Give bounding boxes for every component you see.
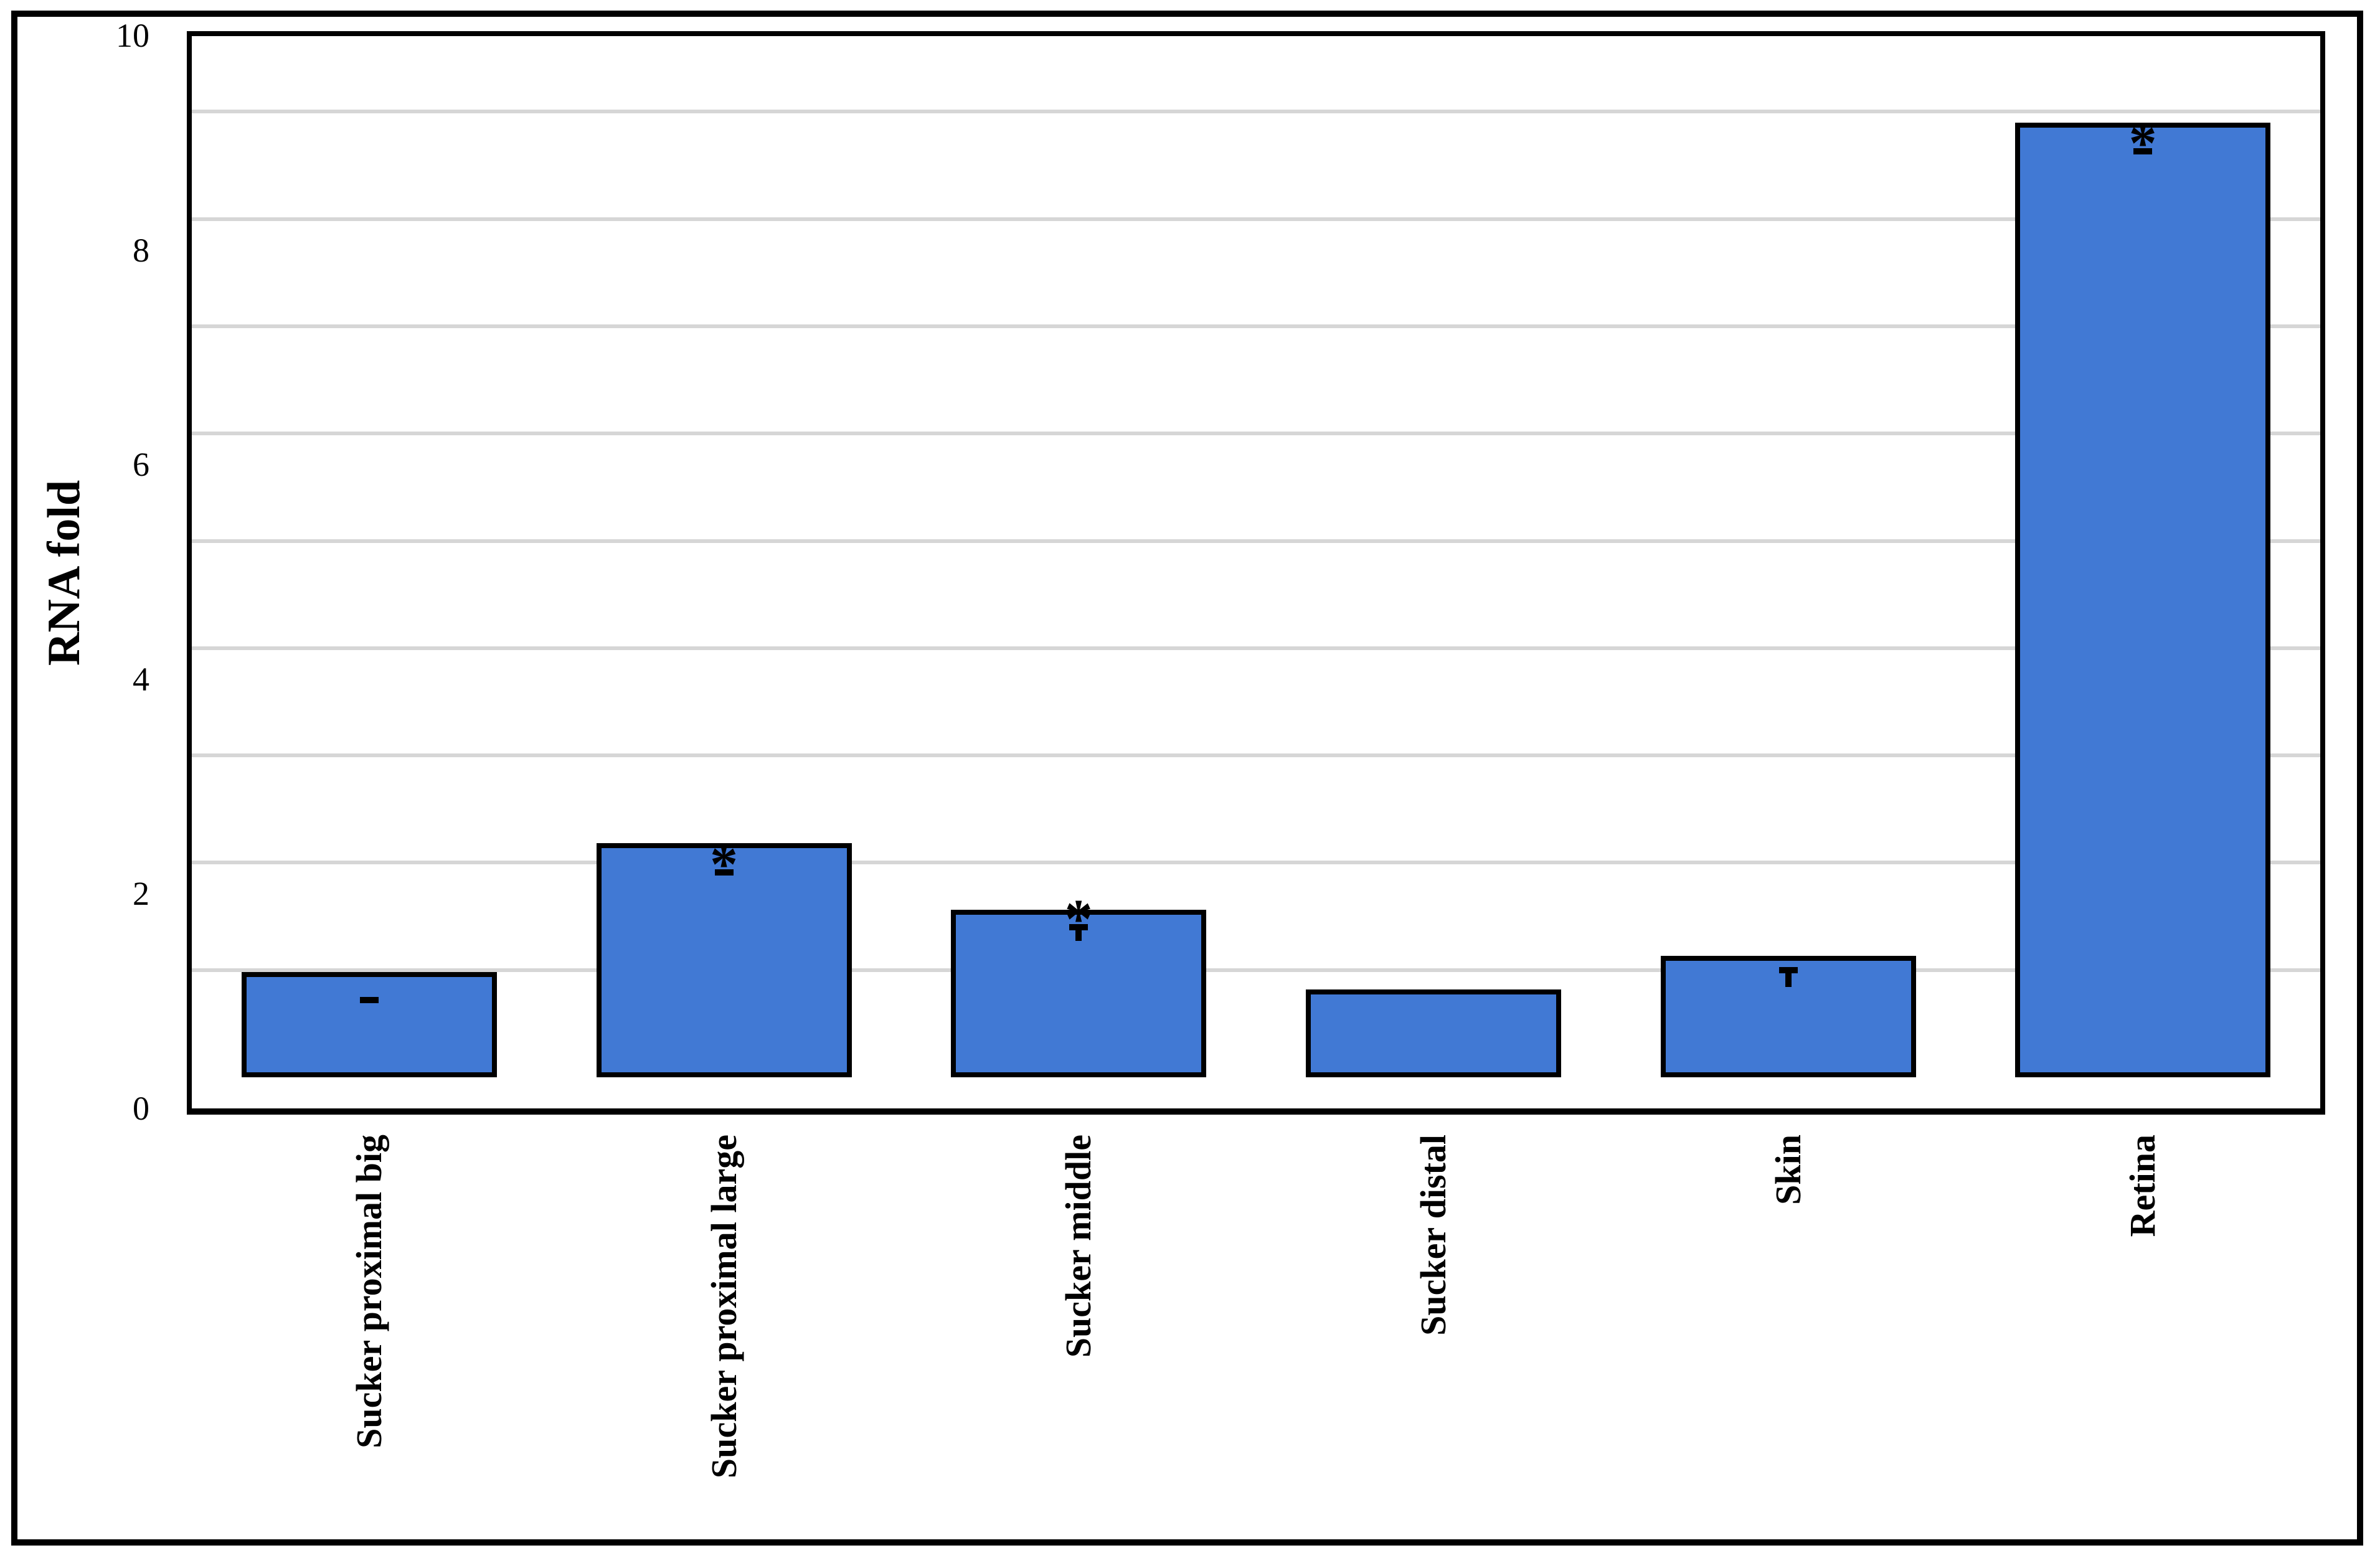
y-tick-label: 6 (133, 446, 149, 484)
y-tick-label: 2 (133, 875, 149, 913)
significance-asterisk-2: * (710, 833, 738, 895)
category-label-1: Sucker proximal big (348, 1135, 389, 1448)
error-bar-cap-5 (1778, 966, 1798, 973)
bar-6 (2015, 122, 2271, 1077)
bars-layer (192, 36, 2320, 1108)
y-tick-label: 4 (133, 660, 149, 698)
error-bar-cap-3 (1069, 923, 1088, 930)
figure-border (11, 11, 2363, 1546)
gridline-y2 (192, 861, 2320, 865)
significance-asterisk-3: * (1064, 888, 1093, 950)
gridline-y5 (192, 539, 2320, 543)
error-bar-cap-1 (359, 996, 379, 1003)
gridline-y4 (192, 646, 2320, 650)
error-bar-whisker-5 (1785, 966, 1792, 988)
category-label-6: Retina (2122, 1135, 2163, 1237)
plot-area (187, 31, 2325, 1115)
gridline-y7 (192, 324, 2320, 328)
category-label-2: Sucker proximal large (703, 1135, 744, 1479)
gridline-y1 (192, 968, 2320, 972)
bar-1 (241, 972, 497, 1077)
error-bar-cap-6 (2133, 148, 2153, 154)
bar-2 (596, 843, 852, 1077)
gridlines-layer (192, 36, 2320, 1108)
category-label-3: Sucker middle (1058, 1135, 1099, 1358)
y-tick-label: 8 (133, 231, 149, 269)
gridline-y8 (192, 217, 2320, 221)
bar-4 (1305, 989, 1561, 1077)
category-label-5: Skin (1767, 1135, 1808, 1205)
y-tick-label: 10 (116, 17, 149, 54)
y-tick-label: 0 (133, 1090, 149, 1127)
error-bar-whisker-3 (1075, 923, 1082, 942)
gridline-y9 (192, 110, 2320, 114)
gridline-y3 (192, 753, 2320, 758)
significance-asterisk-6: * (2128, 112, 2157, 174)
category-label-4: Sucker distal (1412, 1135, 1453, 1336)
error-bar-cap-2 (714, 869, 734, 876)
gridline-y6 (192, 432, 2320, 436)
